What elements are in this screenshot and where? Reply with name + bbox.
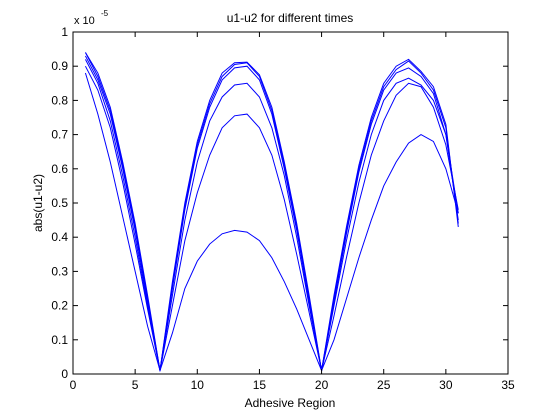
x-tick-label-7: 35 (501, 378, 515, 392)
x-axis-ticks: 0 5 10 15 20 25 30 35 (70, 32, 515, 392)
x-tick-label-3: 15 (253, 378, 267, 392)
x-tick-label-2: 10 (191, 378, 205, 392)
y-tick-label-8: 0.8 (51, 93, 68, 107)
y-tick-label-5: 0.5 (51, 196, 68, 210)
series-line-1 (84, 72, 459, 373)
chart-title: u1-u2 for different times (227, 11, 354, 25)
x-tick-label-5: 25 (377, 378, 391, 392)
x-tick-label-4: 20 (315, 378, 329, 392)
y-tick-label-7: 0.7 (51, 128, 68, 142)
x-tick-label-6: 30 (439, 378, 453, 392)
plot-area (73, 32, 508, 374)
series-line-2 (84, 65, 459, 371)
x-axis-label: Adhesive Region (245, 396, 336, 410)
series-line-6 (85, 52, 459, 371)
y-tick-label-2: 0.2 (51, 299, 68, 313)
y-axis-multiplier-exponent: -5 (101, 9, 109, 18)
y-axis-multiplier-base: x 10 (74, 15, 95, 27)
y-tick-label-10: 1 (61, 25, 68, 39)
y-tick-label-9: 0.9 (51, 59, 68, 73)
x-tick-label-1: 5 (132, 378, 139, 392)
series-line-4 (84, 55, 459, 371)
y-axis-ticks: 0 0.1 0.2 0.3 0.4 0.5 0.6 0.7 0.8 0.9 1 (51, 25, 508, 381)
series-layer (84, 52, 459, 373)
series-line-5 (84, 52, 459, 371)
y-tick-label-6: 0.6 (51, 162, 68, 176)
y-tick-label-1: 0.1 (51, 333, 68, 347)
x-tick-label-0: 0 (70, 378, 77, 392)
y-tick-label-3: 0.3 (51, 264, 68, 278)
series-line-3 (84, 59, 459, 371)
y-tick-label-4: 0.4 (51, 230, 68, 244)
y-tick-label-0: 0 (61, 367, 68, 381)
y-axis-label: abs(u1-u2) (31, 174, 45, 232)
